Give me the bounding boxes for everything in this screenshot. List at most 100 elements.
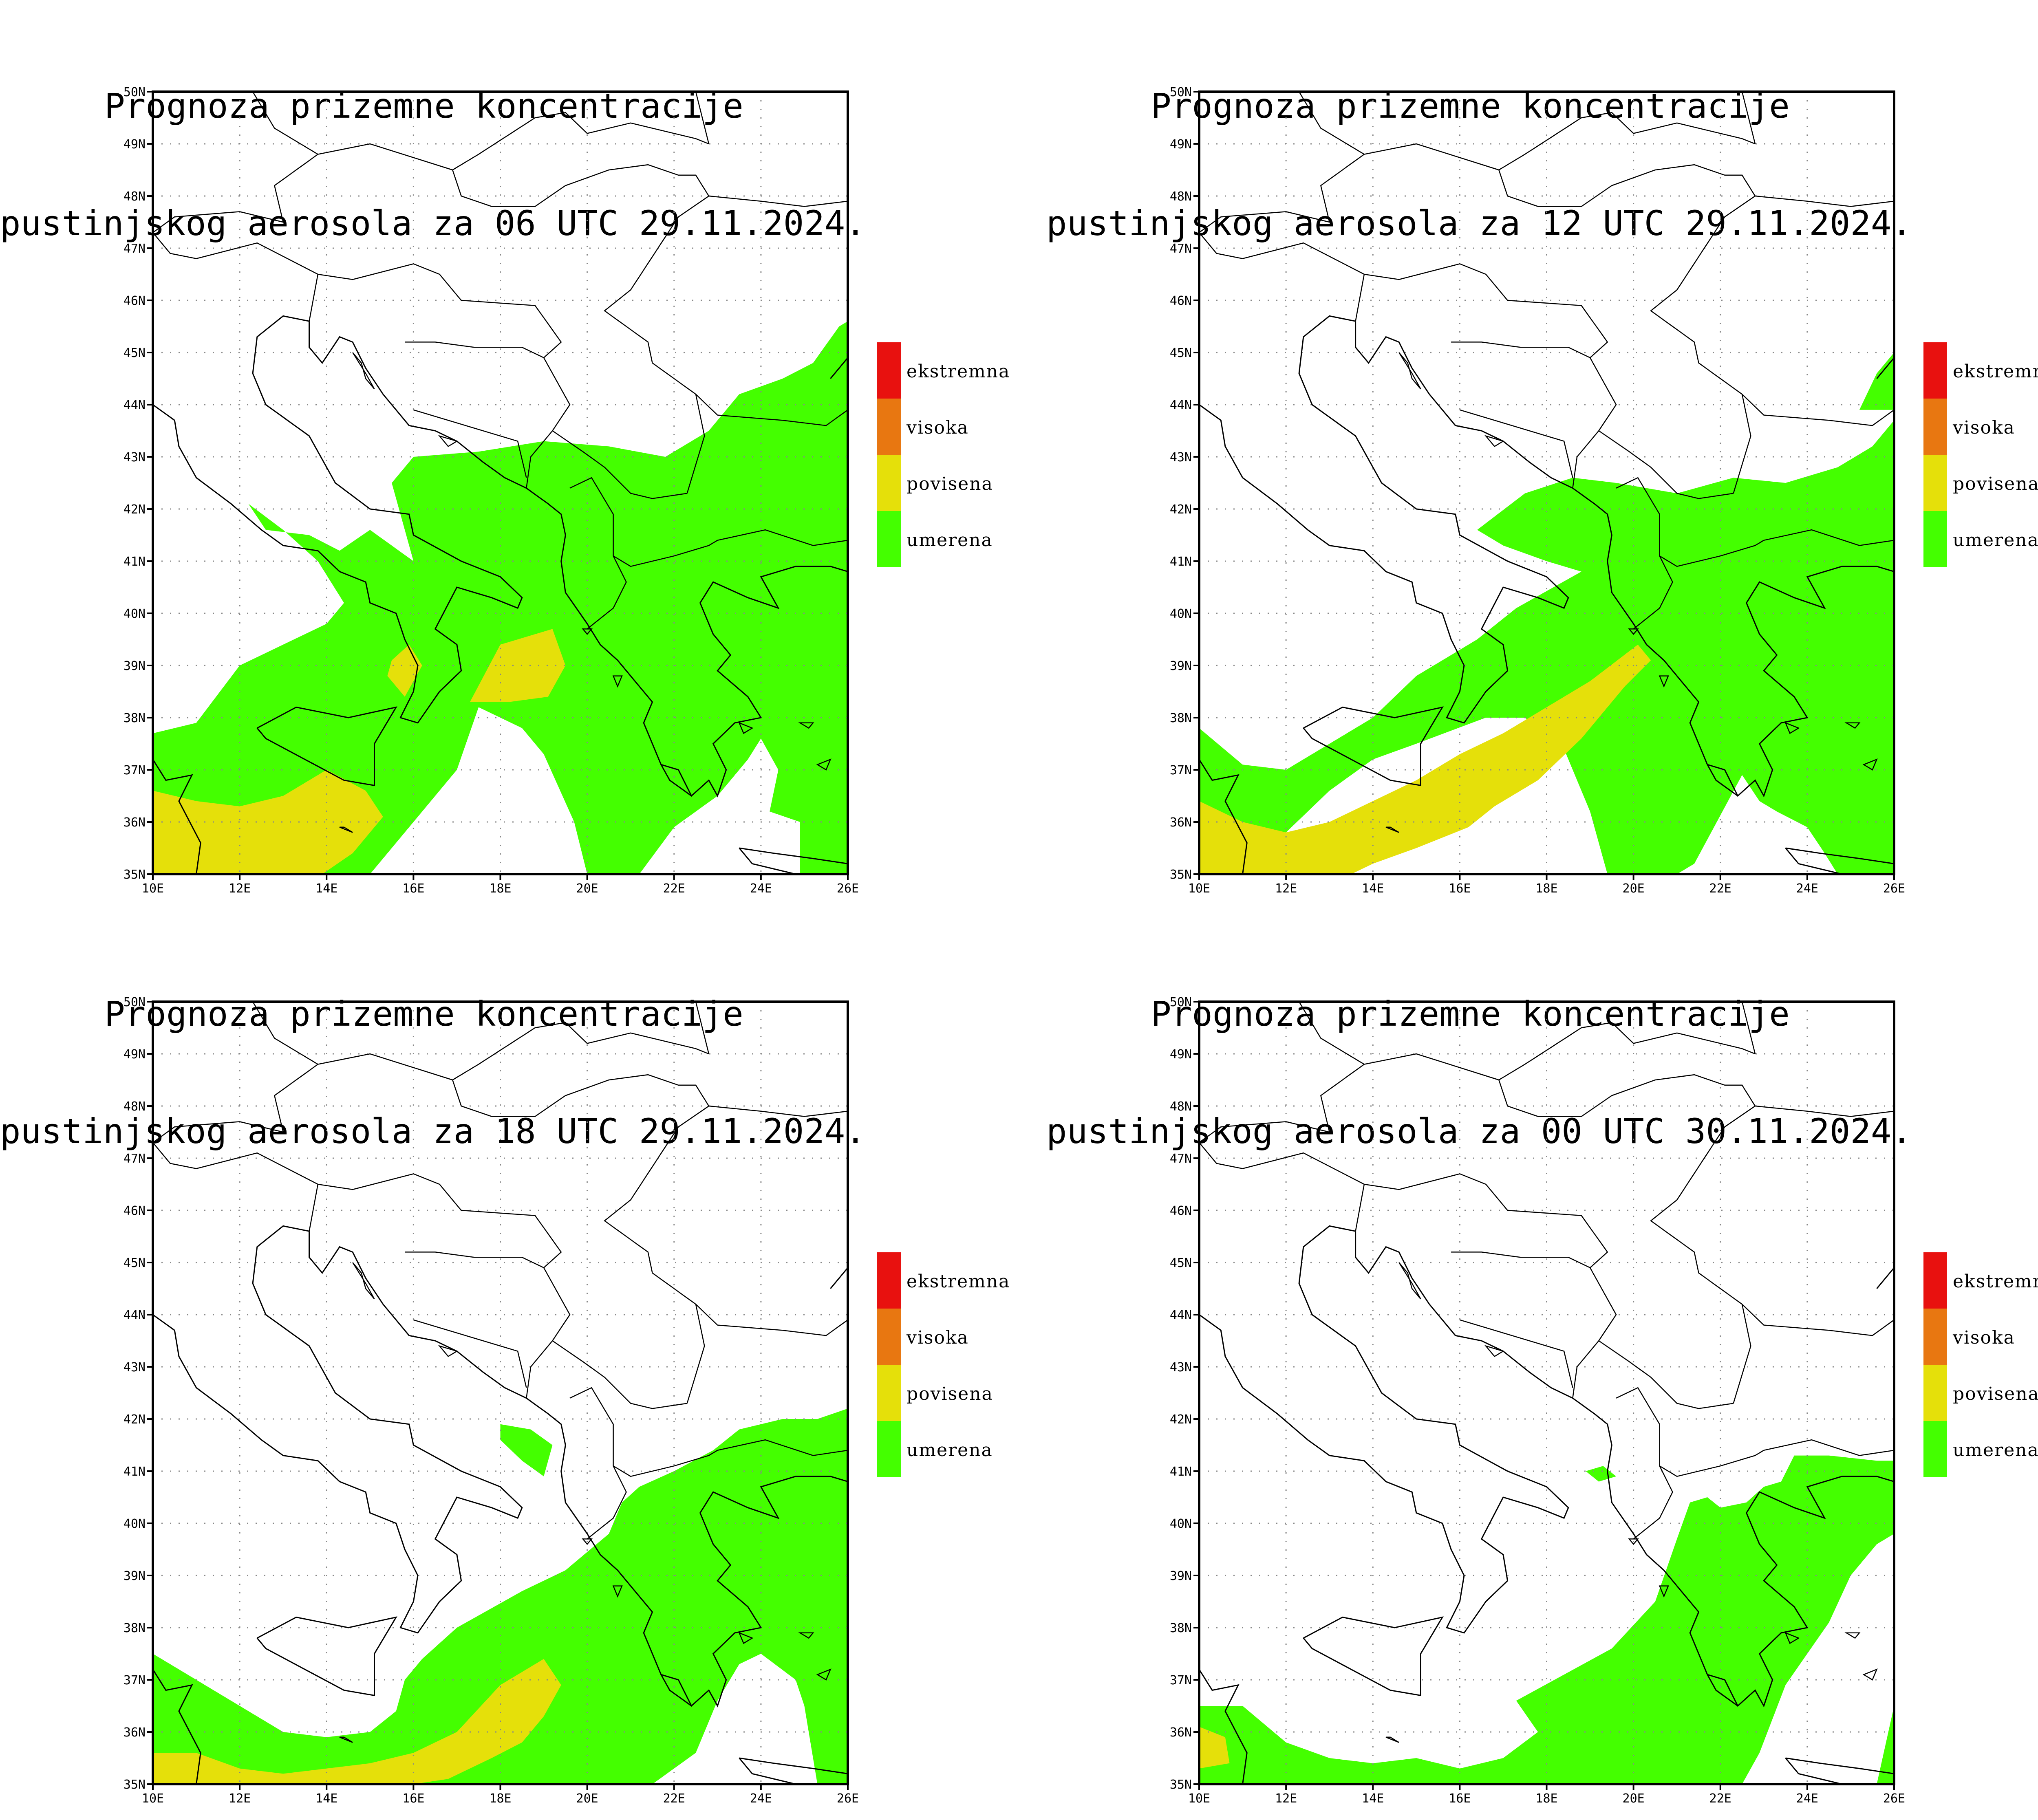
legend-item-visoka: visoka: [877, 399, 1032, 455]
lat-label: 40N: [1170, 607, 1192, 621]
lon-label: 20E: [1623, 881, 1645, 896]
country-border: [587, 1465, 627, 1540]
country-border: [1755, 195, 1894, 207]
aerosol-area-umerena: [1199, 420, 1894, 874]
country-border: [452, 112, 709, 171]
lat-label: 46N: [124, 294, 146, 308]
coastline: [1876, 1267, 1894, 1289]
aerosol-area-umerena: [1586, 1466, 1616, 1482]
legend-swatch: [1923, 511, 1947, 567]
legend-swatch: [1923, 1365, 1947, 1421]
lat-label: 39N: [124, 659, 146, 673]
lon-label: 22E: [1709, 1791, 1731, 1806]
aerosol-area-povisena: [153, 1659, 561, 1784]
country-border: [1616, 1387, 1764, 1477]
coastline: [1785, 1757, 1894, 1784]
legend-label: umerena: [1953, 530, 2038, 551]
country-border: [1633, 1465, 1673, 1540]
country-border: [153, 1142, 318, 1185]
lon-label: 12E: [229, 1791, 251, 1806]
country-border: [413, 409, 527, 478]
coastline: [739, 1757, 848, 1784]
country-border: [1598, 430, 1734, 499]
lon-label: 12E: [1275, 1791, 1297, 1806]
lat-label: 48N: [124, 189, 146, 204]
lat-label: 40N: [124, 607, 146, 621]
island: [816, 1668, 832, 1681]
lat-label: 44N: [124, 1308, 146, 1322]
lat-label: 49N: [1170, 137, 1192, 152]
island: [339, 826, 353, 833]
lon-label: 14E: [315, 881, 337, 896]
lon-label: 20E: [576, 1791, 598, 1806]
coastline: [1707, 1674, 1738, 1707]
country-border: [1616, 477, 1764, 567]
legend-label: umerena: [907, 1440, 993, 1461]
country-border: [1498, 112, 1756, 171]
country-border: [153, 1064, 318, 1143]
lat-label: 45N: [1170, 1256, 1192, 1270]
aerosol-map: 35N 36N 37N 38N 39N 40N 41N 42N 43N 44N 45N 46N 47N 4…: [1170, 85, 1905, 896]
lat-label: 37N: [1170, 1673, 1192, 1688]
aerosol-area-povisena: [470, 629, 566, 702]
lat-label: 41N: [124, 555, 146, 569]
coastline: [1199, 1669, 1248, 1784]
country-border: [1764, 529, 1894, 546]
island: [352, 352, 375, 390]
panel-title-line2: pustinjskog aerosola za 06 UTC 29.11.202…: [0, 203, 866, 243]
island: [612, 675, 623, 688]
aerosol-map: 35N 36N 37N 38N 39N 40N 41N 42N 43N 44N 45N 46N 47N 4…: [124, 85, 859, 896]
island: [1484, 435, 1504, 447]
country-border: [695, 1304, 848, 1336]
lon-label: 16E: [1449, 1791, 1471, 1806]
lon-label: 14E: [1362, 1791, 1384, 1806]
lat-label: 42N: [1170, 1412, 1192, 1427]
country-border: [413, 1319, 527, 1388]
legend-label: visoka: [907, 417, 969, 438]
lat-label: 43N: [124, 450, 146, 465]
legend-label: ekstremna: [1953, 1271, 2038, 1292]
lat-label: 39N: [1170, 659, 1192, 673]
island: [582, 628, 593, 635]
lat-label: 43N: [124, 1360, 146, 1375]
legend-item-povisena: povisena: [877, 1365, 1032, 1421]
coastline: [739, 847, 848, 874]
legend-label: povisena: [907, 474, 993, 494]
lon-label: 10E: [1188, 881, 1210, 896]
coastline: [1199, 315, 1569, 724]
island: [1784, 1632, 1800, 1644]
country-border: [587, 555, 627, 630]
lat-label: 36N: [124, 815, 146, 830]
island: [798, 722, 814, 729]
legend-swatch: [877, 1421, 901, 1477]
lat-label: 38N: [1170, 711, 1192, 725]
lat-label: 39N: [1170, 1569, 1192, 1583]
country-border: [405, 1252, 544, 1268]
legend-item-umerena: umerena: [1923, 1421, 2038, 1477]
lat-label: 47N: [1170, 1152, 1192, 1166]
country-border: [569, 477, 718, 567]
coastline: [1785, 847, 1894, 874]
country-border: [252, 1002, 453, 1081]
aerosol-area-umerena: [153, 1408, 848, 1784]
aerosol-area-umerena: [1877, 1706, 1894, 1784]
lon-label: 24E: [750, 1791, 772, 1806]
island: [612, 1585, 623, 1598]
country-border: [452, 164, 710, 494]
lat-label: 47N: [124, 242, 146, 256]
country-border: [695, 1002, 710, 1054]
country-border: [309, 1173, 571, 1398]
island: [339, 1736, 353, 1743]
lon-label: 18E: [1535, 881, 1557, 896]
lat-label: 45N: [124, 1256, 146, 1270]
lat-label: 49N: [124, 1047, 146, 1062]
legend-item-povisena: povisena: [1923, 1365, 2038, 1421]
panel-title: Prognoza prizemne koncentracije pustinjs…: [0, 916, 866, 1229]
island: [816, 758, 832, 771]
panel-title: Prognoza prizemne koncentracije pustinjs…: [1046, 916, 1912, 1229]
country-border: [569, 1387, 718, 1477]
island: [1862, 758, 1878, 771]
legend-label: povisena: [1953, 1384, 2038, 1404]
country-border: [1199, 1142, 1365, 1185]
legend-item-ekstremna: ekstremna: [1923, 1252, 2038, 1309]
